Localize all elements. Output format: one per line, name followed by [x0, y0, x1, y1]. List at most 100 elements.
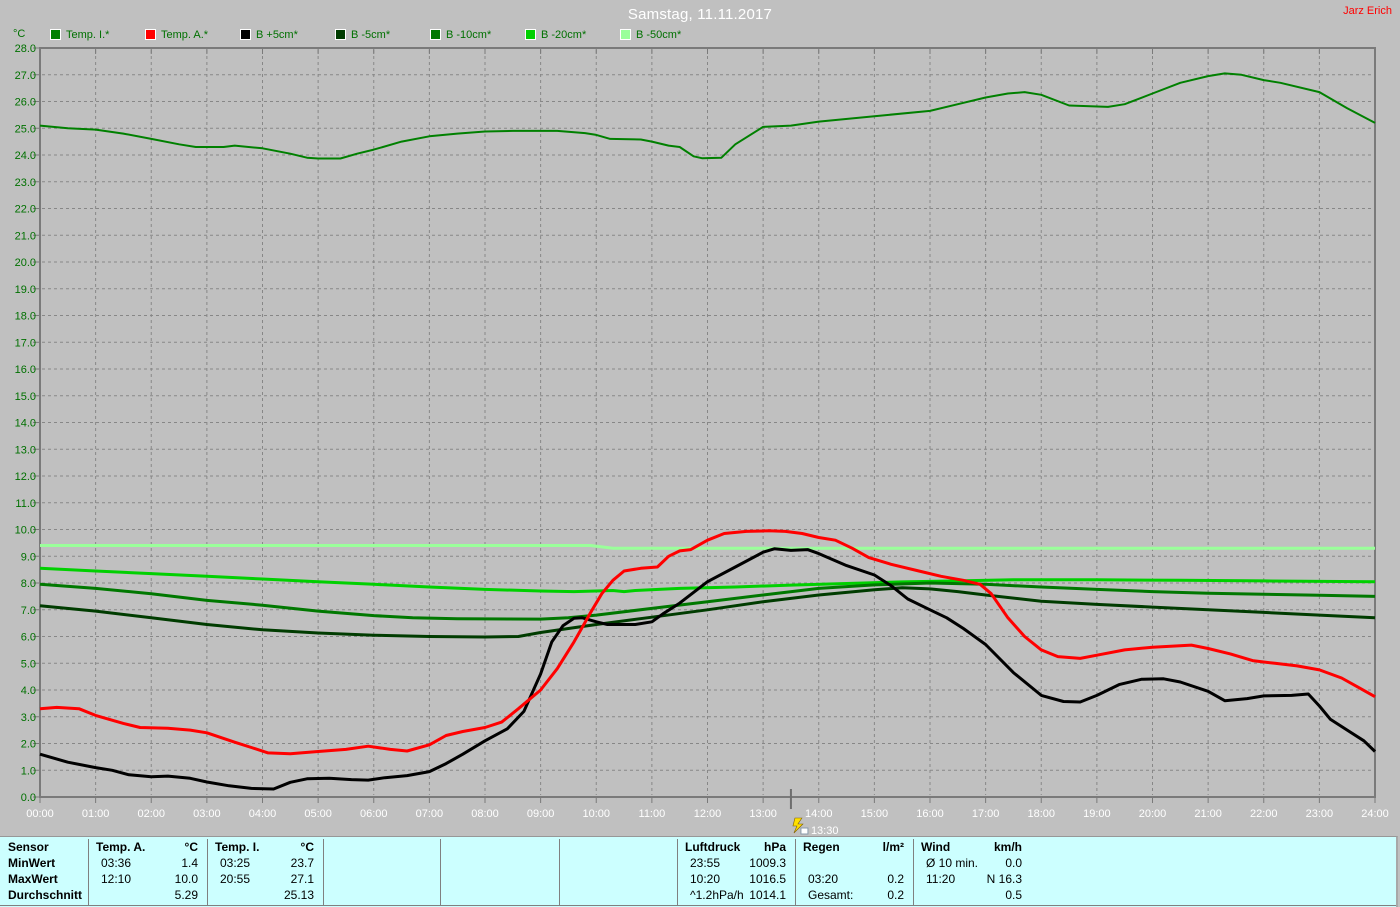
y-tick-label: 11.0 [15, 498, 36, 510]
cell-time: Ø 10 min. [926, 856, 979, 870]
table-row: 12:10 10.0 [89, 871, 207, 887]
cell-time [96, 887, 101, 903]
cell-time [567, 855, 572, 871]
sensor-unit: l/m² [882, 840, 904, 854]
legend-swatch-b-10cm [430, 29, 441, 40]
sensor-column-regen: Regen l/m² 03:20 0.2 Gesamt: 0.2 [795, 839, 913, 905]
y-tick-label: 25.0 [15, 123, 36, 135]
chart-area[interactable]: 0.0 1.0 2.0 3.0 4.0 5.0 6.0 7.0 8.0 9.0 10.0 11.0 12… [0, 0, 1400, 836]
y-tick-label: 21.0 [15, 230, 36, 242]
x-tick-label: 23:00 [1306, 808, 1334, 820]
cell-value: 1009.3 [749, 856, 786, 870]
cell-value: 1014.1 [749, 888, 786, 902]
legend-label: Temp. A.* [161, 28, 209, 41]
cell-value: 1.4 [181, 856, 198, 870]
y-tick-label: 7.0 [21, 605, 36, 617]
series-b-20cm [39, 566, 1376, 594]
x-tick-label: 01:00 [82, 808, 110, 820]
legend-swatch-temp-i [50, 29, 61, 40]
series-b-5cm [39, 547, 1377, 791]
sensor-column-wind: Wind km/h Ø 10 min. 0.0 11:20 N 16.3 0.5 [913, 839, 1031, 905]
table-row: Ø 10 min. 0.0 [914, 855, 1031, 871]
table-row [796, 855, 913, 871]
table-row: 03:25 23.7 [208, 855, 323, 871]
cell-time [448, 887, 453, 903]
y-tick-label: 16.0 [15, 364, 36, 376]
cell-time: ^1.2hPa/h [690, 888, 744, 902]
legend-swatch-b-20cm [525, 29, 536, 40]
cell-value: N 16.3 [986, 872, 1022, 886]
column-header: Luftdruck hPa [678, 839, 795, 855]
sensor-name: Wind [921, 840, 951, 854]
y-tick-label: 17.0 [15, 337, 36, 349]
series-temp-i [39, 72, 1376, 160]
table-row: 5.29 [89, 887, 207, 903]
y-tick-label: 12.0 [15, 471, 36, 483]
cell-time [215, 887, 220, 903]
column-header: Wind km/h [914, 839, 1031, 855]
sensor-unit: °C [184, 840, 198, 854]
y-tick-label: 1.0 [21, 765, 36, 777]
column-header [441, 839, 559, 855]
row-label: MaxWert [8, 872, 58, 886]
column-header [324, 839, 440, 855]
cell-value: 0.2 [887, 872, 904, 886]
cell-value: 0.0 [1005, 856, 1022, 870]
x-tick-label: 11:00 [639, 808, 666, 820]
table-row [324, 887, 440, 903]
x-tick-label: 12:00 [694, 808, 722, 820]
x-tick-label: 02:00 [137, 808, 165, 820]
cell-time: 11:20 [926, 872, 956, 886]
cell-time: Gesamt: [808, 888, 854, 902]
column-header: Temp. A. °C [89, 839, 207, 855]
cell-time: 12:10 [101, 872, 132, 886]
sensor-column-temp-i: Temp. I. °C 03:25 23.7 20:55 27.1 25.13 [207, 839, 323, 905]
x-tick-label: 13:00 [749, 808, 777, 820]
cell-time: 23:55 [690, 856, 721, 870]
cell-time: 03:36 [101, 856, 132, 870]
x-tick-label: 20:00 [1139, 808, 1167, 820]
y-tick-label: 2.0 [21, 739, 36, 751]
table-row [441, 887, 559, 903]
cell-time [567, 871, 572, 887]
sensor-column-empty-4 [559, 839, 677, 905]
row-label: Durchschnitt [8, 888, 83, 902]
cell-value: 10.0 [174, 872, 198, 886]
x-tick-label: 10:00 [582, 808, 610, 820]
cell-time: 03:25 [220, 856, 251, 870]
sensor-column-temp-a: Temp. A. °C 03:36 1.4 12:10 10.0 5.29 [88, 839, 207, 905]
legend-label: B -10cm* [446, 28, 492, 41]
table-row [560, 871, 677, 887]
x-tick-label: 15:00 [861, 808, 889, 820]
y-tick-label: 13.0 [15, 444, 36, 456]
y-tick-label: 6.0 [21, 632, 36, 644]
table-row: ^1.2hPa/h 1014.1 [678, 887, 795, 903]
table-row [324, 855, 440, 871]
cell-time [803, 855, 808, 871]
x-tick-label: 16:00 [916, 808, 944, 820]
time-cursor-icon[interactable] [792, 817, 804, 834]
x-tick-label: 03:00 [193, 808, 221, 820]
y-tick-label: 22.0 [15, 204, 36, 216]
table-row [324, 871, 440, 887]
y-tick-label: 0.0 [21, 792, 36, 804]
x-tick-label: 04:00 [249, 808, 277, 820]
y-tick-label: 27.0 [15, 70, 36, 82]
cell-time [921, 887, 926, 903]
cell-value: 0.2 [887, 888, 904, 902]
legend: Temp. I.* Temp. A.* B +5cm* B -5cm* B -10cm*… [50, 28, 715, 41]
table-row [441, 871, 559, 887]
table-row: 25.13 [208, 887, 323, 903]
cell-time [331, 871, 336, 887]
cell-time [331, 887, 336, 903]
y-tick-label: 4.0 [21, 685, 36, 697]
y-tick-label: 19.0 [15, 284, 36, 296]
legend-item-b-5cm: B -5cm* [335, 28, 430, 41]
table-row: Gesamt: 0.2 [796, 887, 913, 903]
cell-value: 25.13 [283, 888, 314, 902]
x-tick-label: 21:00 [1194, 808, 1222, 820]
table-row [560, 855, 677, 871]
legend-swatch-b-5cm [335, 29, 346, 40]
y-tick-label: 15.0 [15, 391, 36, 403]
series-b-5cm [39, 586, 1376, 639]
